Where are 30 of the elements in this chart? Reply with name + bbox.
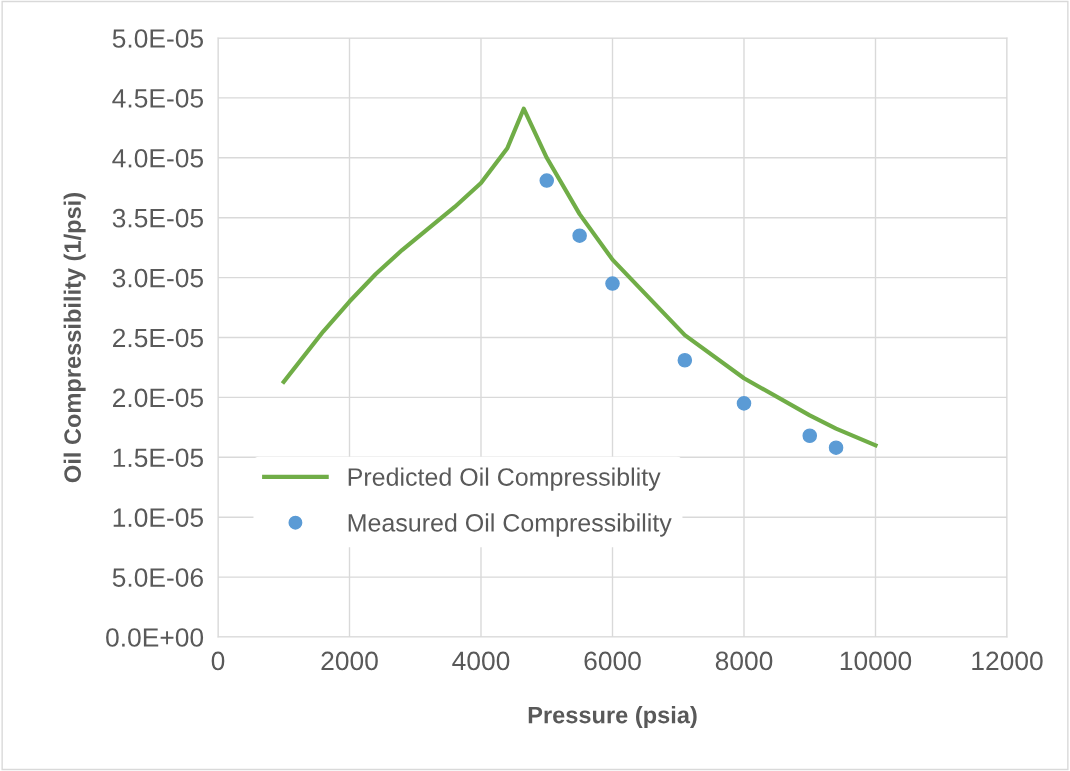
y-tick-label: 0.0E+00 — [106, 628, 204, 647]
point — [677, 352, 693, 368]
x-tick-label: 6000 — [584, 651, 641, 671]
y-axis-title: Oil Compressibility (1/psi) — [63, 193, 86, 483]
y-tick-label: 1.5E-05 — [113, 448, 204, 468]
y-tick-label: 3.0E-05 — [112, 268, 204, 288]
point — [605, 276, 620, 291]
point — [572, 228, 587, 243]
y-tick-label: 3.5E-05 — [112, 208, 204, 228]
x-tick-label: 2000 — [321, 651, 378, 671]
x-axis-title: Pressure (psia) — [528, 706, 697, 729]
point — [828, 440, 844, 455]
line-series — [281, 106, 878, 448]
x-tick-label: 0 — [211, 651, 225, 671]
y-tick-label: 2.0E-05 — [113, 388, 204, 408]
y-tick-label: 5.0E-06 — [112, 568, 203, 587]
x-tick-label: 8000 — [715, 651, 773, 671]
y-tick-label: 2.5E-05 — [113, 328, 204, 348]
legend-label: Measured Oil Compressibility — [348, 513, 672, 537]
y-tick-label: 4.5E-05 — [112, 89, 204, 108]
y-tick-label: 4.0E-05 — [112, 148, 204, 168]
point — [539, 173, 555, 188]
legend-label: Predicted Oil Compressiblity — [348, 467, 661, 491]
y-tick-label: 5.0E-05 — [112, 29, 204, 48]
x-tick-label: 10000 — [840, 651, 912, 671]
point — [802, 428, 818, 444]
y-tick-label: 1.0E-05 — [113, 508, 204, 528]
x-tick-label: 4000 — [452, 651, 510, 671]
x-tick-label: 12000 — [972, 651, 1043, 671]
point — [736, 396, 752, 411]
